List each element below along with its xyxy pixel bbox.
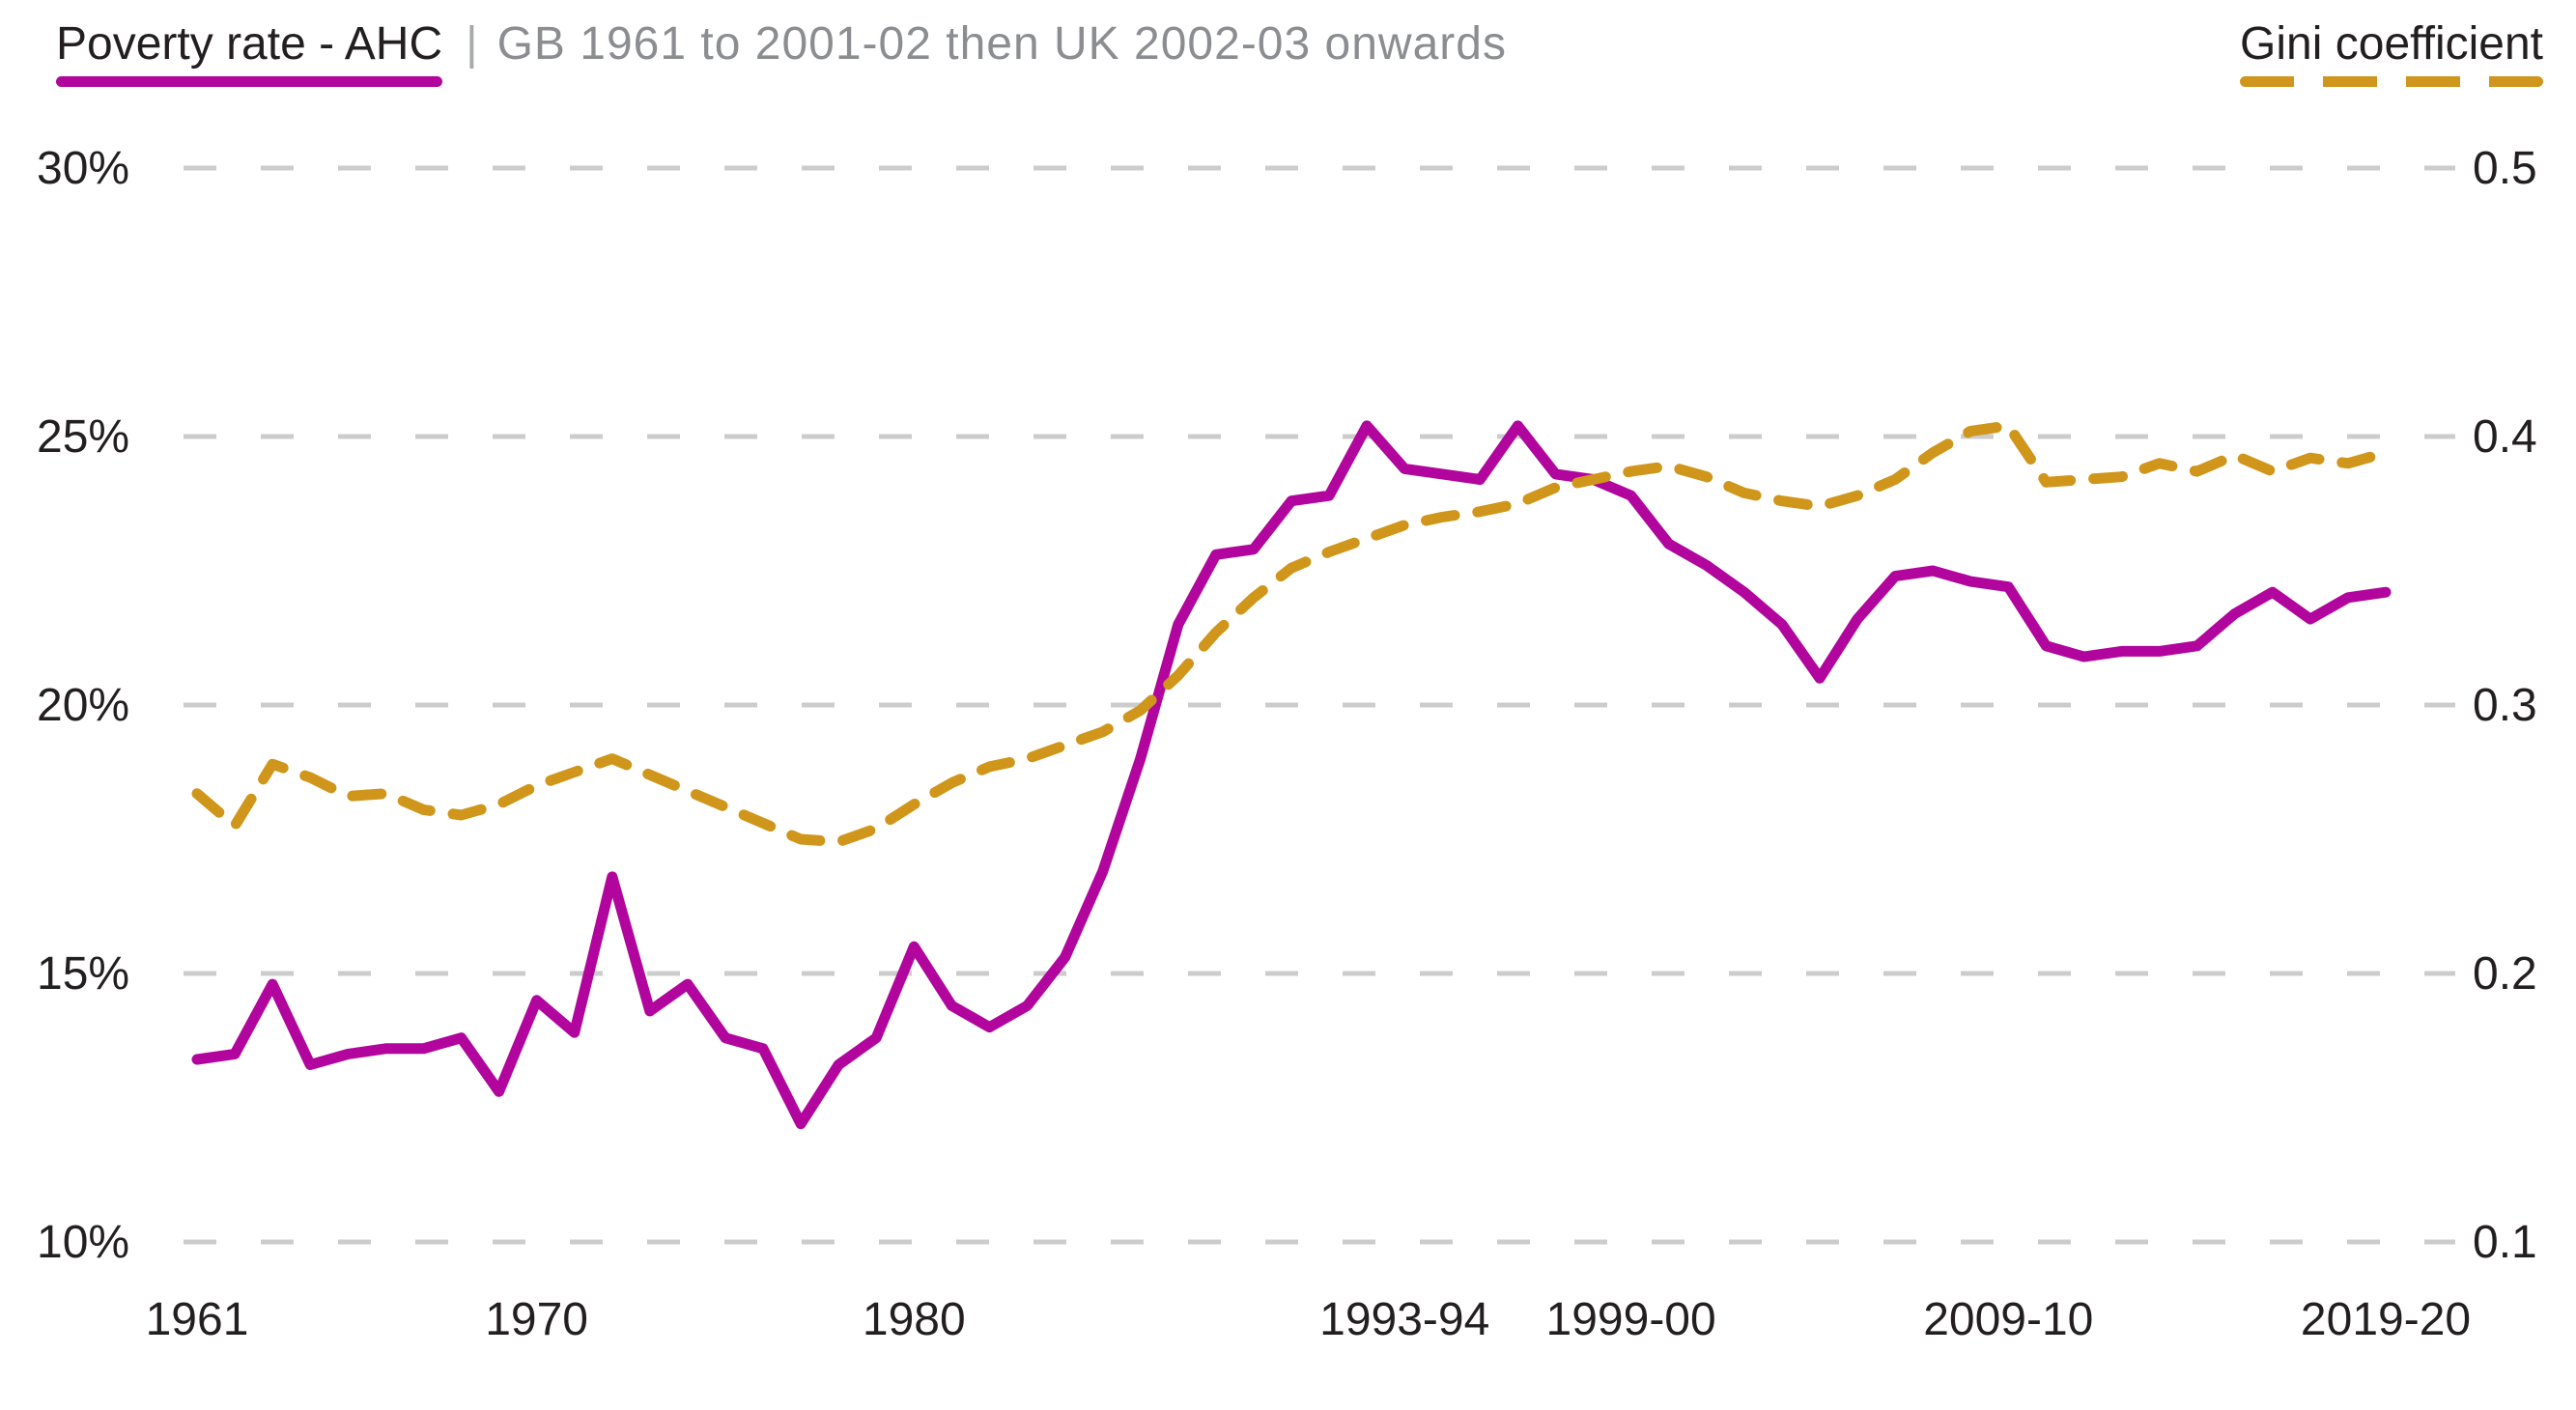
x-axis-tick: 1970	[485, 1294, 588, 1345]
legend-gini: Gini coefficient	[2240, 17, 2543, 87]
left-axis-tick: 10%	[37, 1217, 129, 1268]
x-axis-tick: 1980	[863, 1294, 966, 1345]
right-axis-tick: 0.4	[2473, 411, 2537, 463]
left-axis-tick: 25%	[37, 411, 129, 463]
x-axis-tick: 2009-10	[1923, 1294, 2093, 1345]
chart-header: Poverty rate - AHC | GB 1961 to 2001-02 …	[56, 17, 2543, 87]
left-axis-tick: 30%	[37, 143, 129, 194]
x-axis-tick: 1993-94	[1319, 1294, 1489, 1345]
left-axis-tick: 20%	[37, 680, 129, 731]
x-axis-tick: 2019-20	[2301, 1294, 2471, 1345]
gini-coefficient-line	[191, 420, 2392, 848]
x-axis-tick: 1961	[146, 1294, 249, 1345]
right-axis-tick: 0.5	[2473, 143, 2537, 194]
right-axis-tick: 0.3	[2473, 680, 2537, 731]
title-separator: |	[466, 18, 478, 70]
legend-gini-label: Gini coefficient	[2240, 18, 2543, 70]
legend-poverty-label: Poverty rate - AHC	[56, 18, 443, 70]
left-axis-tick: 15%	[37, 948, 129, 1000]
x-axis-tick: 1999-00	[1546, 1294, 1716, 1345]
legend-poverty-underline	[56, 76, 443, 87]
chart-subtitle: GB 1961 to 2001-02 then UK 2002-03 onwar…	[496, 18, 1507, 70]
right-axis-tick: 0.1	[2473, 1217, 2537, 1268]
legend-poverty: Poverty rate - AHC	[56, 17, 443, 87]
right-axis-tick: 0.2	[2473, 948, 2537, 1000]
legend-gini-underline	[2240, 76, 2543, 87]
poverty-rate-line	[191, 420, 2392, 1130]
